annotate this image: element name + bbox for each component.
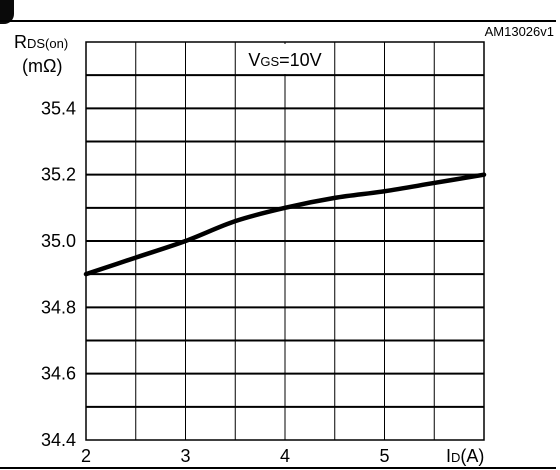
x-tick-label: 5 <box>379 446 389 466</box>
condition-box <box>236 44 334 74</box>
figure-id: AM13026v1 <box>485 24 554 39</box>
x-tick-label: 3 <box>180 446 190 466</box>
x-axis-title-sub: D <box>451 450 460 465</box>
x-axis-title-main: I <box>446 446 451 466</box>
x-axis-title: ID(A) <box>446 446 484 466</box>
condition-value: =10V <box>279 50 322 70</box>
y-tick-label: 35.2 <box>41 165 76 185</box>
top-rule <box>0 20 556 22</box>
x-tick-labels: 2 3 4 5 <box>81 446 390 466</box>
x-tick-label: 4 <box>280 446 290 466</box>
y-axis-title-main: R <box>14 32 27 52</box>
condition-label: VGS=10V <box>248 50 321 70</box>
series-line <box>83 172 487 277</box>
y-tick-label: 35.0 <box>41 231 76 251</box>
x-axis-title-unit: (A) <box>460 446 484 466</box>
y-tick-label: 35.4 <box>41 98 76 118</box>
y-axis-title: RDS(on) <box>14 32 68 52</box>
corner-tab-mark <box>0 0 14 24</box>
y-tick-label: 34.8 <box>41 297 76 317</box>
condition-main: V <box>248 50 260 70</box>
y-tick-label: 34.4 <box>41 430 76 450</box>
y-axis-unit: (mΩ) <box>22 56 62 76</box>
x-tick-label: 2 <box>81 446 91 466</box>
bottom-rule <box>0 467 556 469</box>
condition-sub: GS <box>260 54 279 69</box>
y-axis-title-sub: DS(on) <box>27 36 68 51</box>
y-tick-labels: 34.4 34.6 34.8 35.0 35.2 35.4 <box>41 98 76 450</box>
y-tick-label: 34.6 <box>41 364 76 384</box>
